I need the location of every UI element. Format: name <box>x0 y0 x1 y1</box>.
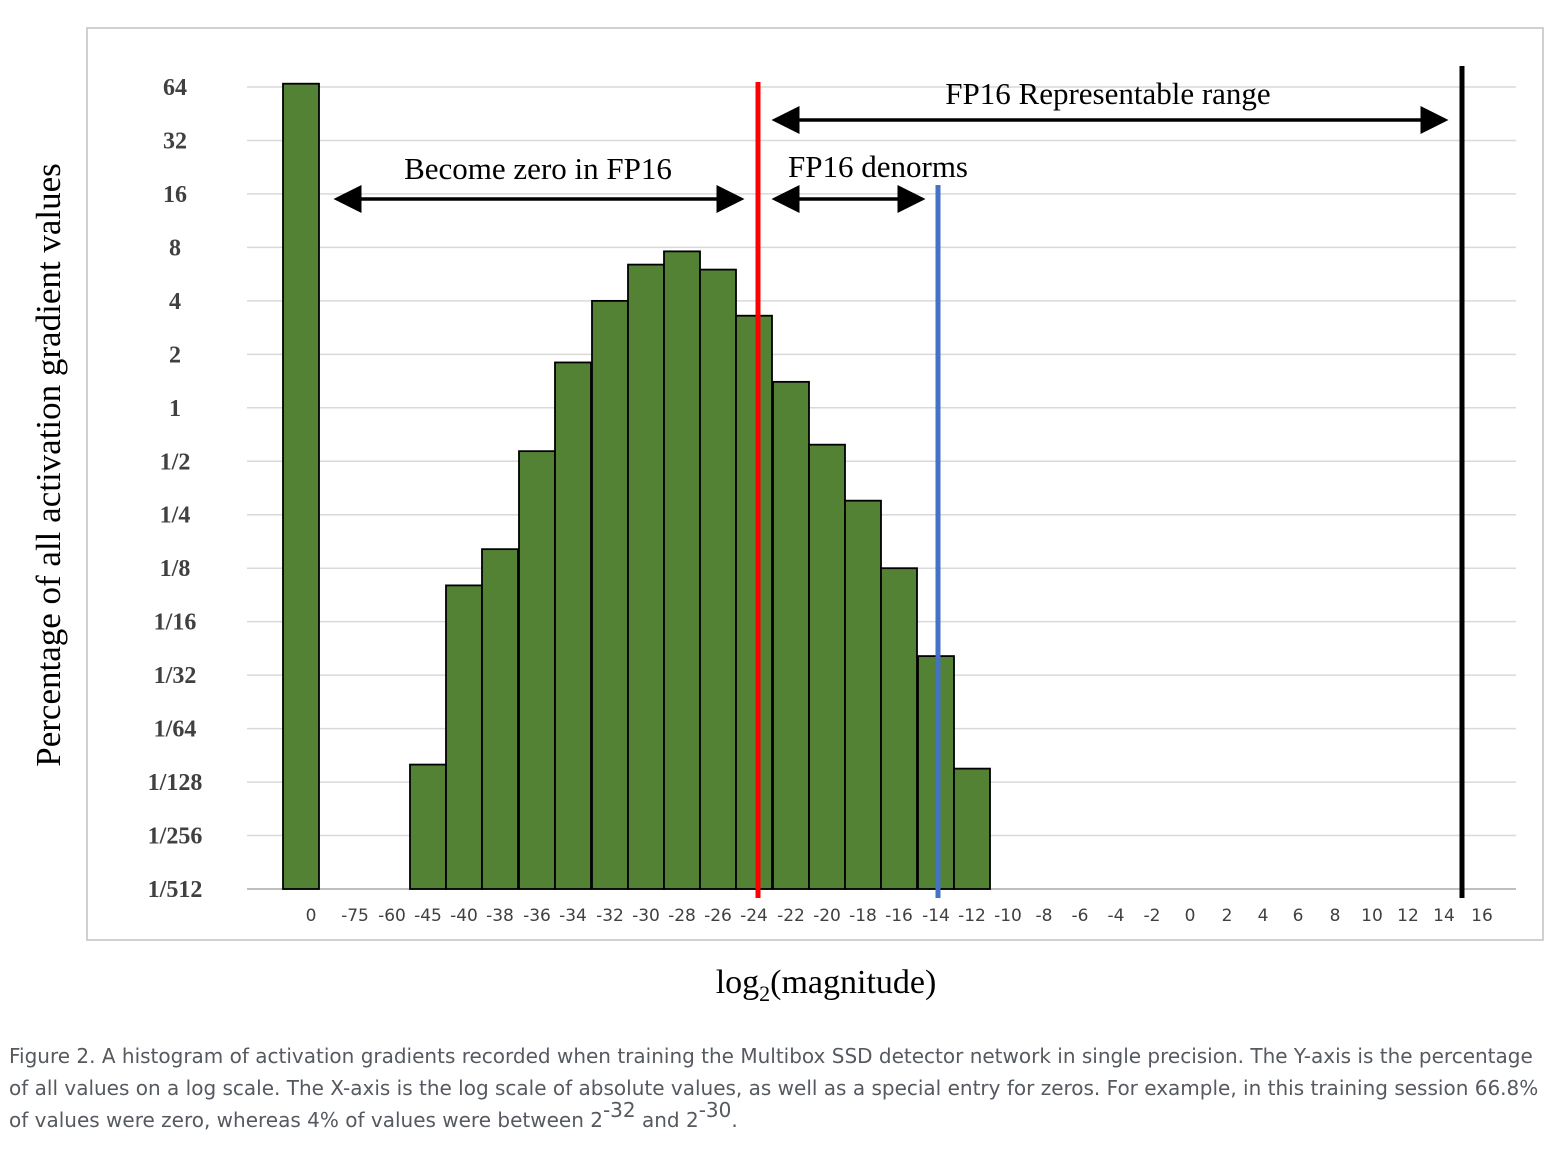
x-axis-label-rest: (magnitude) <box>770 964 936 1001</box>
bar <box>844 499 882 890</box>
x-tick-label: -75 <box>341 906 369 926</box>
annotation-label: Become zero in FP16 <box>404 151 672 186</box>
x-tick-label: -26 <box>704 906 732 926</box>
x-axis-label-base: log <box>716 964 759 1001</box>
bar <box>591 299 629 890</box>
caption-text: Figure 2. A histogram of activation grad… <box>9 1044 1539 1132</box>
y-tick-label: 2 <box>169 342 181 368</box>
y-tick-label: 1/128 <box>148 770 203 796</box>
x-tick-label: 4 <box>1258 906 1269 926</box>
x-tick-label: 12 <box>1397 906 1419 926</box>
x-tick-label: 0 <box>1185 906 1196 926</box>
figure-caption: Figure 2. A histogram of activation grad… <box>9 1040 1539 1136</box>
x-tick-label: -12 <box>958 906 986 926</box>
histogram-chart: 1/5121/2561/1281/641/321/161/81/41/21248… <box>29 27 1544 1006</box>
x-tick-label: -60 <box>378 906 406 926</box>
bar <box>699 268 737 890</box>
y-axis-label: Percentage of all activation gradient va… <box>29 163 68 767</box>
x-axis-label: log2(magnitude) <box>716 964 937 1006</box>
y-tick-label: 64 <box>163 75 187 101</box>
bar <box>445 584 483 890</box>
x-tick-label: -45 <box>414 906 442 926</box>
x-tick-label: -32 <box>596 906 624 926</box>
caption-mid: and 2 <box>635 1108 699 1132</box>
x-tick-label: -36 <box>523 906 551 926</box>
bar <box>554 361 592 890</box>
x-tick-label: -30 <box>632 906 660 926</box>
y-tick-label: 32 <box>163 128 187 154</box>
x-axis-label-sub: 2 <box>759 981 770 1006</box>
y-tick-label: 1/256 <box>148 824 203 850</box>
x-tick-label: -22 <box>777 906 805 926</box>
x-tick-label: -6 <box>1072 906 1089 926</box>
y-tick-label: 1 <box>169 396 181 422</box>
x-tick-label: -28 <box>668 906 696 926</box>
x-tick-label: 14 <box>1433 906 1455 926</box>
x-tick-label: -14 <box>922 906 950 926</box>
caption-exp1: -32 <box>602 1098 636 1123</box>
annotation-label: FP16 denorms <box>788 149 968 184</box>
y-tick-label: 1/64 <box>154 717 197 743</box>
y-tick-label: 1/16 <box>154 610 197 636</box>
x-tick-label: -16 <box>885 906 913 926</box>
bar <box>880 567 918 890</box>
x-tick-label: -34 <box>559 906 587 926</box>
x-tick-label: 2 <box>1222 906 1233 926</box>
x-tick-label: -4 <box>1108 906 1125 926</box>
marker-lines <box>755 66 1465 898</box>
bar <box>772 380 810 890</box>
x-tick-label: -40 <box>450 906 478 926</box>
x-tick-label: 8 <box>1330 906 1341 926</box>
y-tick-label: 1/512 <box>148 877 203 903</box>
x-tick-label: -38 <box>486 906 514 926</box>
bar <box>627 263 665 890</box>
x-tick-label: -8 <box>1036 906 1053 926</box>
x-tick-label: 10 <box>1361 906 1383 926</box>
annotations: Become zero in FP16 FP16 denorms FP16 Repr… <box>333 76 1449 213</box>
x-tick-label: -2 <box>1144 906 1161 926</box>
x-tick-label: 6 <box>1293 906 1304 926</box>
caption-exp2: -30 <box>698 1098 732 1123</box>
bar <box>481 548 519 890</box>
bars <box>282 82 991 890</box>
y-tick-label: 1/2 <box>160 449 191 475</box>
y-tick-label: 16 <box>163 182 187 208</box>
bar <box>663 250 701 890</box>
x-tick-label: -24 <box>740 906 768 926</box>
caption-end: . <box>731 1108 738 1132</box>
y-tick-label: 1/32 <box>154 663 197 689</box>
y-tick-label: 1/8 <box>160 556 191 582</box>
annotation-label: FP16 Representable range <box>945 76 1270 111</box>
bar <box>282 82 320 890</box>
y-tick-label: 8 <box>169 235 181 261</box>
y-tick-labels: 1/512 1/256 1/128 1/64 1/32 1/16 1/8 1/4 1/2 1 2 4 8… <box>148 75 203 903</box>
x-tick-labels: 0 -75 -60 -45 -40 -38 -36 -34 -32 -30 -28 -26 -24 -22… <box>306 906 1493 926</box>
x-tick-label: 0 <box>306 906 317 926</box>
bar <box>518 450 556 890</box>
x-tick-label: 16 <box>1471 906 1493 926</box>
x-tick-label: -20 <box>813 906 841 926</box>
x-tick-label: -10 <box>994 906 1022 926</box>
bar <box>735 314 773 890</box>
y-tick-label: 1/4 <box>160 503 191 529</box>
y-tick-label: 4 <box>169 289 181 315</box>
bar <box>953 767 991 890</box>
bar <box>409 763 447 890</box>
x-tick-label: -18 <box>849 906 877 926</box>
bar <box>808 443 846 890</box>
